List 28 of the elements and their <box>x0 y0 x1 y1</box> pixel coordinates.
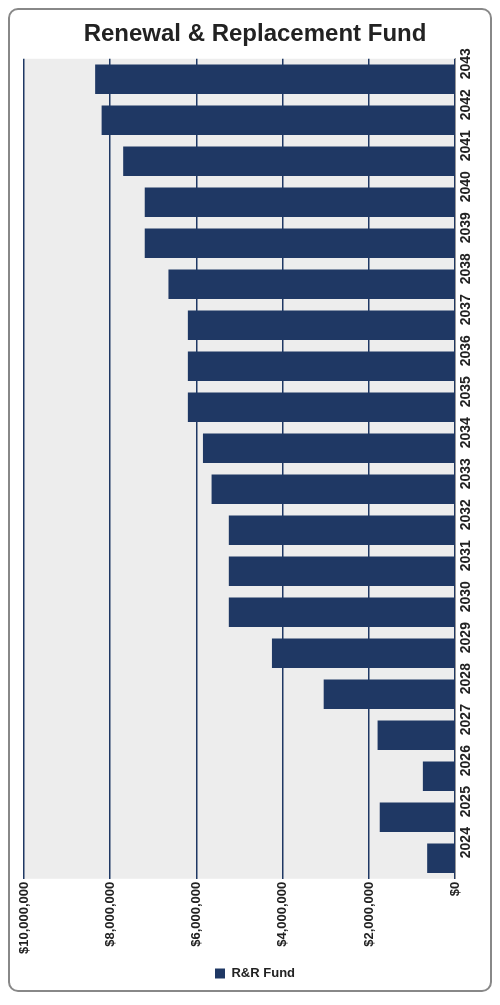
x-tick-label: $2,000,000 <box>360 881 376 947</box>
x-tick-label: $4,000,000 <box>274 881 290 947</box>
y-tick-label: 2041 <box>457 129 474 162</box>
y-tick-label: 2031 <box>457 539 474 572</box>
y-tick-label: 2042 <box>457 88 474 121</box>
y-tick-label: 2026 <box>457 744 474 777</box>
y-tick-label: 2038 <box>457 252 474 285</box>
chart-title: Renewal & Replacement Fund <box>83 19 427 47</box>
y-tick-label: 2034 <box>457 416 474 449</box>
y-tick-label: 2035 <box>457 375 474 408</box>
y-tick-label: 2040 <box>457 170 474 203</box>
y-tick-label: 2036 <box>457 334 474 367</box>
y-tick-label: 2033 <box>457 457 474 490</box>
y-tick-label: 2032 <box>457 498 474 531</box>
x-tick-label: $0 <box>446 881 462 897</box>
legend-label: R&R Fund <box>231 965 296 981</box>
y-tick-label: 2027 <box>457 703 474 736</box>
y-tick-label: 2043 <box>457 47 474 80</box>
y-tick-label: 2030 <box>457 580 474 613</box>
y-tick-label: 2024 <box>457 826 474 859</box>
x-tick-label: $6,000,000 <box>188 881 204 947</box>
y-tick-label: 2029 <box>457 621 474 654</box>
y-tick-label: 2037 <box>457 293 474 326</box>
y-tick-label: 2039 <box>457 211 474 244</box>
y-tick-label: 2025 <box>457 785 474 818</box>
y-tick-label: 2028 <box>457 662 474 695</box>
x-tick-label: $10,000,000 <box>15 881 31 954</box>
x-tick-label: $8,000,000 <box>101 881 117 947</box>
